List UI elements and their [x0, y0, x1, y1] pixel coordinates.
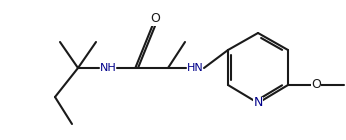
Text: HN: HN — [186, 63, 203, 73]
Text: O: O — [150, 12, 160, 25]
Text: NH: NH — [100, 63, 116, 73]
Text: N: N — [253, 96, 263, 109]
Text: O: O — [311, 79, 321, 92]
